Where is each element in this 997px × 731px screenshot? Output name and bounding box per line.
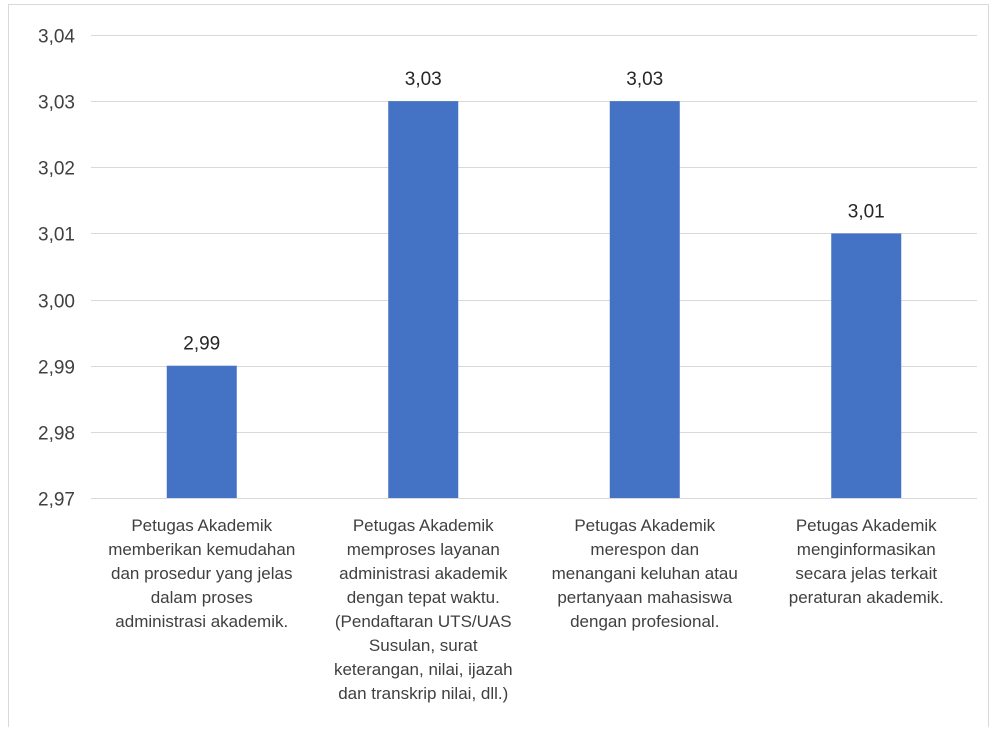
chart-area: 2,97 2,98 2,99 3,00 3,01 3,02 3,03 3,04 2,99 3,0…	[8, 4, 989, 727]
data-label: 3,03	[626, 69, 663, 90]
x-category-label: Petugas Akademik memproses layanan admin…	[333, 516, 513, 703]
y-axis-tick-labels: 2,97 2,98 2,99 3,00 3,01 3,02 3,03 3,04	[38, 27, 75, 511]
y-tick-label: 2,97	[38, 490, 75, 511]
x-category-label: Petugas Akademik menginformasikan secara…	[788, 516, 944, 607]
y-tick-label: 3,01	[38, 225, 75, 246]
y-tick-label: 2,98	[38, 424, 75, 445]
bar	[388, 101, 459, 499]
bar	[831, 233, 902, 498]
data-label: 2,99	[183, 334, 220, 355]
bar	[609, 101, 680, 499]
y-tick-label: 2,99	[38, 358, 75, 379]
gridlines	[91, 35, 977, 499]
y-tick-label: 3,04	[38, 27, 75, 48]
y-tick-label: 3,03	[38, 93, 75, 114]
x-category-label: Petugas Akademik merespon dan menangani …	[551, 516, 738, 631]
data-label: 3,03	[405, 69, 442, 90]
bar	[166, 365, 237, 498]
y-tick-label: 3,00	[38, 292, 75, 313]
bar-chart: 2,97 2,98 2,99 3,00 3,01 3,02 3,03 3,04 2,99 3,0…	[38, 27, 977, 511]
y-tick-label: 3,02	[38, 159, 75, 180]
x-category-label: Petugas Akademik memberikan kemudahan da…	[108, 516, 296, 631]
bars	[166, 101, 902, 499]
data-labels: 2,99 3,03 3,03 3,01	[183, 69, 884, 355]
data-label: 3,01	[848, 201, 885, 222]
